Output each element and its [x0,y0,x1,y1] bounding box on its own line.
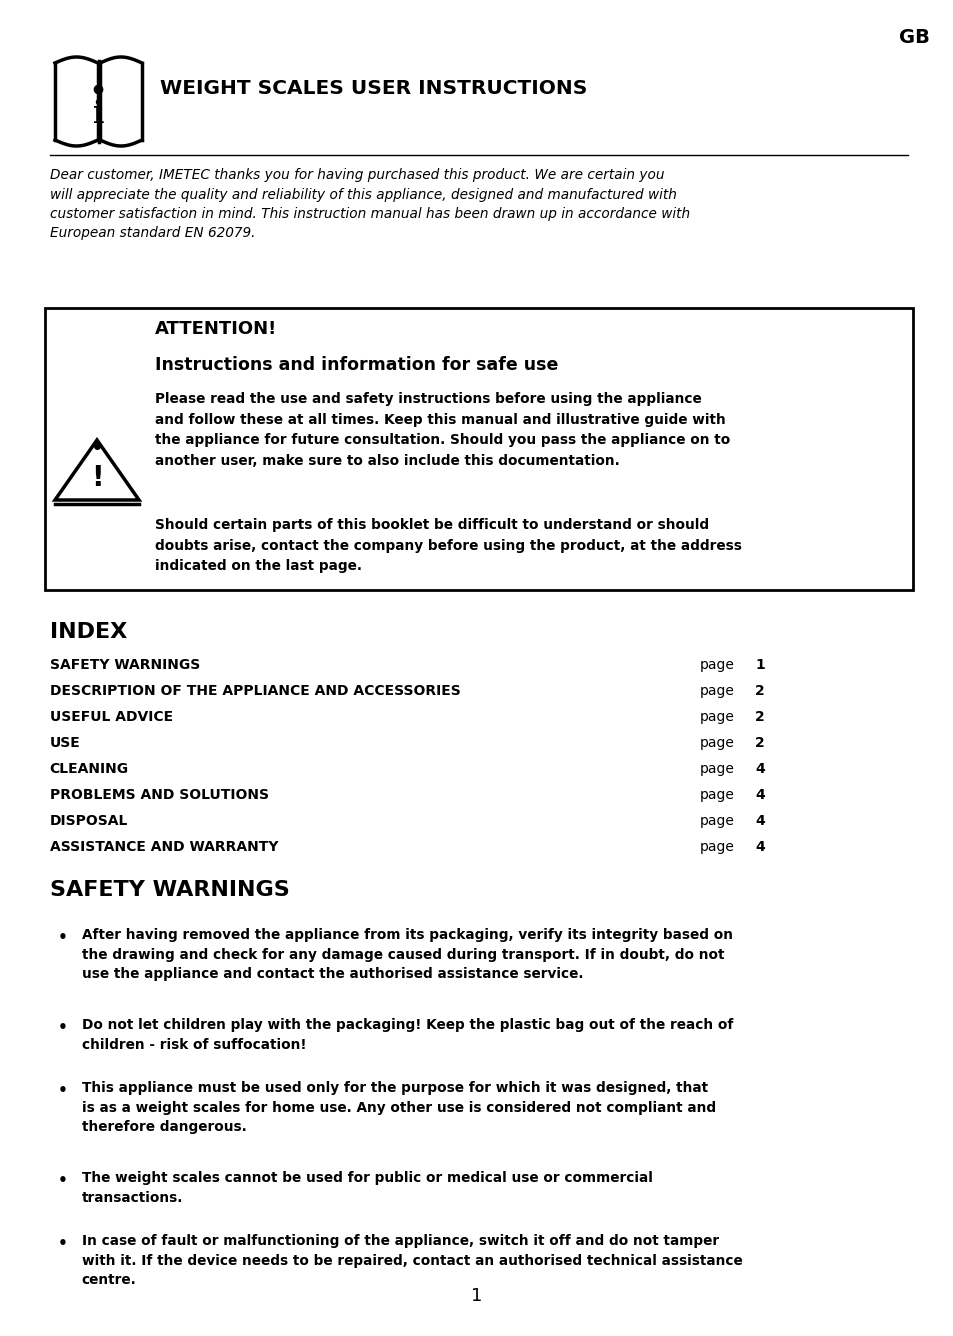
Text: SAFETY WARNINGS: SAFETY WARNINGS [50,659,199,672]
Text: 4: 4 [754,814,764,828]
Text: The weight scales cannot be used for public or medical use or commercial
transac: The weight scales cannot be used for pub… [82,1170,652,1205]
Text: USE: USE [50,736,80,749]
Bar [45,309,912,591]
Text: CLEANING: CLEANING [50,762,129,776]
Text: This appliance must be used only for the purpose for which it was designed, that: This appliance must be used only for the… [82,1081,715,1134]
Text: page: page [700,659,734,672]
Text: !: ! [91,464,103,492]
Text: 2: 2 [754,684,764,697]
Text: 1: 1 [754,659,764,672]
Text: page: page [700,840,734,854]
Text: 2: 2 [754,709,764,724]
Text: •: • [57,1236,68,1250]
Text: 4: 4 [754,788,764,802]
Text: 4: 4 [754,840,764,854]
Text: •: • [57,1173,68,1188]
Text: ATTENTION!: ATTENTION! [154,321,277,338]
Text: •: • [57,1083,68,1098]
Text: 1: 1 [471,1287,482,1305]
Text: page: page [700,762,734,776]
Text: page: page [700,814,734,828]
Text: USEFUL ADVICE: USEFUL ADVICE [50,709,172,724]
Text: ASSISTANCE AND WARRANTY: ASSISTANCE AND WARRANTY [50,840,278,854]
Text: After having removed the appliance from its packaging, verify its integrity base: After having removed the appliance from … [82,929,732,982]
Text: page: page [700,788,734,802]
Text: •: • [57,930,68,945]
Text: Instructions and information for safe use: Instructions and information for safe us… [154,355,558,374]
Text: page: page [700,709,734,724]
Text: In case of fault or malfunctioning of the appliance, switch it off and do not ta: In case of fault or malfunctioning of th… [82,1234,741,1288]
Text: page: page [700,684,734,697]
Text: DESCRIPTION OF THE APPLIANCE AND ACCESSORIES: DESCRIPTION OF THE APPLIANCE AND ACCESSO… [50,684,460,697]
Text: GB: GB [898,28,929,47]
Text: •: • [57,1019,68,1035]
Text: 2: 2 [754,736,764,749]
Text: SAFETY WARNINGS: SAFETY WARNINGS [50,880,289,900]
Text: 4: 4 [754,762,764,776]
Text: page: page [700,736,734,749]
Text: WEIGHT SCALES USER INSTRUCTIONS: WEIGHT SCALES USER INSTRUCTIONS [160,79,587,98]
Text: Do not let children play with the packaging! Keep the plastic bag out of the rea: Do not let children play with the packag… [82,1018,732,1051]
Text: INDEX: INDEX [50,623,127,643]
Text: Dear customer, IMETEC thanks you for having purchased this product. We are certa: Dear customer, IMETEC thanks you for hav… [50,168,689,240]
Text: Please read the use and safety instructions before using the appliance
and follo: Please read the use and safety instructi… [154,391,729,468]
Text: i: i [92,99,104,130]
Text: DISPOSAL: DISPOSAL [50,814,128,828]
Text: PROBLEMS AND SOLUTIONS: PROBLEMS AND SOLUTIONS [50,788,269,802]
Text: Should certain parts of this booklet be difficult to understand or should
doubts: Should certain parts of this booklet be … [154,518,741,573]
